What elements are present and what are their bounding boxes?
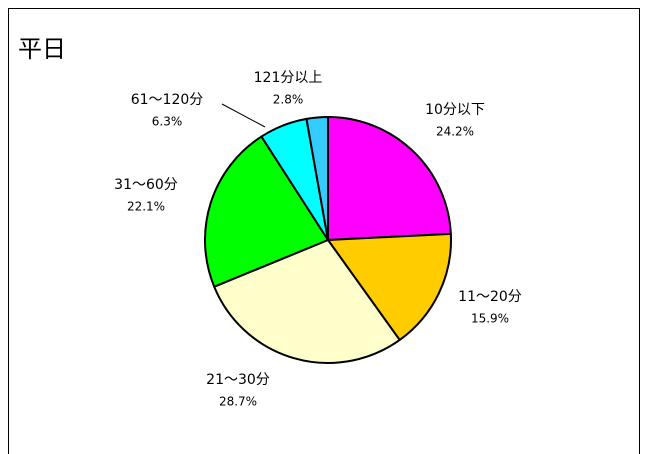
pie-slice	[327, 232, 452, 341]
slice-label: 61～120分	[131, 92, 204, 108]
slice-value-label: 22.1%	[127, 200, 165, 214]
slice-label: 10分以下	[425, 102, 485, 118]
slice-label: 21～30分	[206, 372, 270, 388]
slice-value-label: 6.3%	[152, 115, 183, 129]
slice-label: 31～60分	[114, 177, 178, 193]
leader-line	[221, 103, 266, 128]
pie-slice	[213, 239, 401, 364]
pie-slice	[305, 116, 329, 241]
slice-value-label: 2.8%	[273, 93, 304, 107]
slice-value-label: 24.2%	[436, 125, 474, 139]
pie-slice	[204, 135, 329, 288]
slice-value-label: 15.9%	[471, 312, 509, 326]
slice-label: 121分以上	[254, 70, 323, 86]
slice-value-label: 28.7%	[219, 395, 257, 409]
chart-title: 平日	[18, 35, 66, 63]
slice-label: 11～20分	[458, 289, 522, 305]
pie-slice	[327, 116, 452, 241]
